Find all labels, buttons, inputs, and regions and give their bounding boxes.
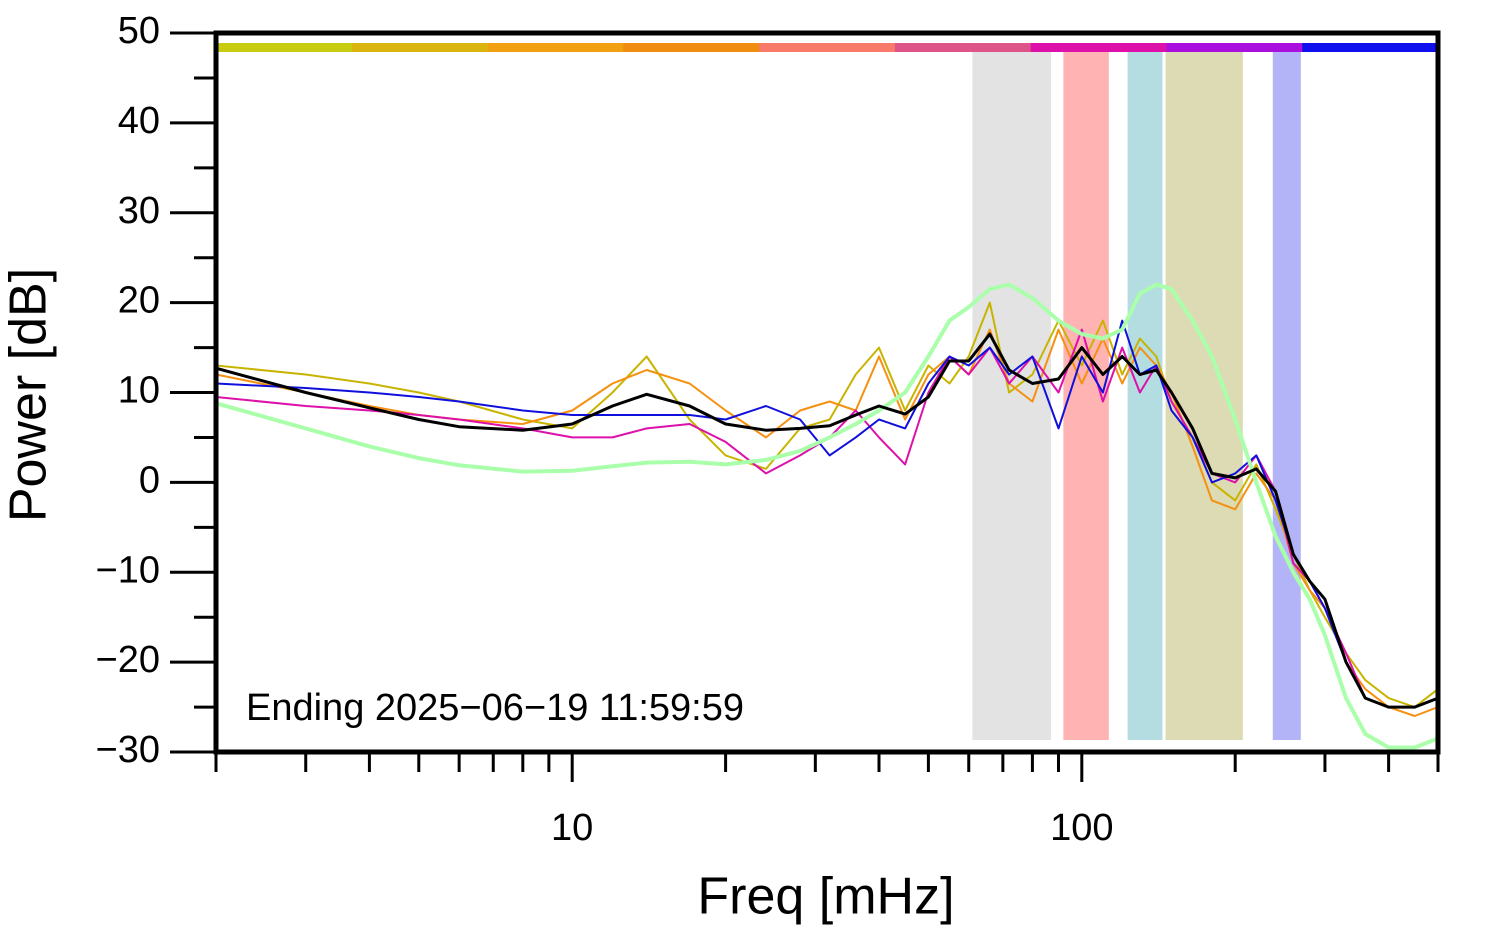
plot-frame bbox=[213, 30, 1441, 755]
color-bar-segment bbox=[487, 43, 624, 52]
color-bar-segment bbox=[759, 43, 896, 52]
y-tick-label: 0 bbox=[139, 459, 160, 501]
color-bar-segment bbox=[1302, 43, 1439, 52]
band bbox=[1165, 52, 1243, 740]
band bbox=[1272, 52, 1301, 740]
y-tick-label: −30 bbox=[96, 729, 160, 771]
color-bar-segment bbox=[623, 43, 760, 52]
y-axis-title: Power [dB] bbox=[0, 268, 58, 522]
y-tick-label: −10 bbox=[96, 549, 160, 591]
color-bar-segment bbox=[1166, 43, 1303, 52]
band bbox=[1127, 52, 1163, 740]
y-tick-label: 10 bbox=[118, 370, 160, 412]
y-tick-label: −20 bbox=[96, 639, 160, 681]
series-line bbox=[216, 332, 1438, 709]
color-bar-segment bbox=[351, 43, 489, 52]
series-line bbox=[216, 328, 1438, 709]
series-line bbox=[216, 319, 1438, 709]
annotation: Ending 2025−06−19 11:59:59 bbox=[246, 687, 744, 729]
x-tick-label: 10 bbox=[551, 807, 593, 849]
color-bar-segment bbox=[216, 43, 353, 52]
y-tick-label: 40 bbox=[118, 100, 160, 142]
color-bar-segment bbox=[894, 43, 1032, 52]
x-tick-label: 100 bbox=[1050, 807, 1113, 849]
series-line bbox=[216, 328, 1438, 717]
series-line bbox=[216, 282, 1438, 750]
series-line bbox=[216, 301, 1438, 709]
y-tick-label: 50 bbox=[118, 10, 160, 52]
color-bar-segment bbox=[1030, 43, 1167, 52]
y-tick-label: 30 bbox=[118, 190, 160, 232]
x-axis-title: Freq [mHz] bbox=[697, 868, 954, 926]
y-tick-label: 20 bbox=[118, 280, 160, 322]
band bbox=[972, 52, 1051, 740]
